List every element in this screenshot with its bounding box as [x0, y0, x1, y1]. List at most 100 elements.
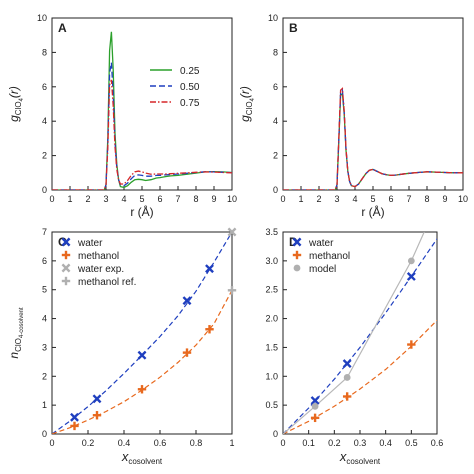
legend-label: water exp.: [77, 264, 124, 275]
legend-marker-b: [292, 237, 302, 247]
x-tick-label: 2: [316, 194, 321, 204]
y-tick-label: 2.5: [265, 285, 278, 295]
panel-letter: C: [58, 235, 67, 249]
fit-line-water: [52, 232, 232, 434]
legend-label: model: [309, 264, 336, 275]
data-point-water-b: [92, 394, 102, 404]
y-tick-label: 0: [42, 429, 47, 439]
data-point-water-b: [342, 359, 352, 369]
data-point-water-exp--b: [227, 227, 237, 237]
plot-frame: [282, 17, 464, 191]
legend-marker: [293, 264, 301, 272]
x-tick-label: 0.6: [154, 438, 167, 448]
x-tick-label: 0.4: [379, 438, 392, 448]
legend-label: methanol: [309, 251, 350, 262]
data-point-model: [343, 374, 351, 381]
x-tick-label: 0: [49, 194, 54, 204]
x-tick-label: 0: [280, 194, 285, 204]
data-point-water-b: [182, 296, 192, 306]
y-tick-label: 0: [273, 429, 278, 439]
panel-a: 0 1 2 3 4 5 6 7 8 9 10 0 2 4 6 8 10 Ar (Å) gClO4(r) 0.25 0.5…: [7, 13, 237, 219]
panel-b: 0 1 2 3 4 5 6 7 8 9 10 0 2 4 6 8 10 Br (Å) gClO4(r): [238, 13, 468, 219]
y-tick-label: 8: [42, 47, 47, 57]
legend: water methanol model: [292, 237, 350, 275]
x-tick-label: 4: [352, 194, 357, 204]
panel-d: 0 0.1 0.2 0.3 0.4 0.5 0.6 0 0.5 1.0 1.5 2.0 2.5 3.0 3.…: [265, 227, 443, 466]
x-tick-label: 0.4: [118, 438, 131, 448]
panel-letter: A: [58, 21, 67, 35]
y-axis-label: gClO4(r): [238, 86, 256, 122]
y-tick-label: 2: [42, 371, 47, 381]
y-tick-label: 6: [273, 82, 278, 92]
y-tick-label: 10: [37, 13, 47, 23]
series-line-0-25: [283, 92, 463, 190]
y-tick-label: 7: [42, 227, 47, 237]
y-axis-label: gClO4(r): [7, 86, 25, 122]
data-point-model: [407, 257, 415, 265]
y-tick-label: 2: [42, 151, 47, 161]
x-tick-label: 0.2: [82, 438, 95, 448]
legend-label: 0.75: [180, 98, 200, 109]
x-axis-label: xcosolvent: [339, 449, 381, 466]
x-tick-label: 4: [121, 194, 126, 204]
y-tick-label: 0: [273, 185, 278, 195]
x-axis-label: r (Å): [361, 204, 384, 219]
x-tick-label: 9: [211, 194, 216, 204]
plot-frame: [51, 231, 233, 435]
y-tick-label: 10: [268, 13, 278, 23]
fit-line-water: [283, 238, 437, 434]
x-tick-label: 3: [103, 194, 108, 204]
plot-area: [52, 31, 232, 190]
fit-line-methanol: [283, 319, 437, 434]
data-point-water-b: [205, 264, 214, 274]
y-tick-label: 1.0: [265, 371, 278, 381]
y-tick-label: 4: [273, 116, 278, 126]
y-axis-label: nClO4-cosolvent: [7, 307, 25, 358]
legend-label: 0.50: [180, 82, 200, 93]
data-point-model: [311, 402, 319, 410]
x-tick-label: 6: [157, 194, 162, 204]
series-line-0-50: [283, 88, 463, 190]
y-tick-label: 4: [42, 116, 47, 126]
x-axis-label: xcosolvent: [121, 449, 163, 466]
x-tick-label: 0.6: [431, 438, 444, 448]
series-line-0-25: [52, 31, 232, 190]
legend-label: methanol: [78, 251, 119, 262]
series-line-0-75: [52, 79, 232, 190]
legend-label: methanol ref.: [78, 277, 136, 288]
x-tick-label: 2: [85, 194, 90, 204]
x-tick-label: 0: [49, 438, 54, 448]
plot-area: [52, 232, 232, 434]
data-point-water-b: [137, 350, 147, 360]
y-tick-label: 0.5: [265, 400, 278, 410]
x-tick-label: 0.8: [190, 438, 203, 448]
y-tick-label: 3.0: [265, 256, 278, 266]
x-tick-label: 0: [280, 438, 285, 448]
y-tick-label: 4: [42, 314, 47, 324]
x-tick-label: 8: [193, 194, 198, 204]
plot-area: [283, 87, 463, 190]
x-tick-label: 6: [388, 194, 393, 204]
y-tick-label: 6: [42, 82, 47, 92]
x-tick-label: 0.3: [354, 438, 367, 448]
x-tick-label: 1: [67, 194, 72, 204]
y-tick-label: 8: [273, 47, 278, 57]
fit-line-methanol: [52, 290, 232, 434]
x-tick-label: 10: [458, 194, 468, 204]
y-tick-label: 1: [42, 400, 47, 410]
data-point-water-b: [310, 396, 320, 405]
data-point-water-b: [70, 412, 79, 422]
x-tick-label: 10: [227, 194, 237, 204]
data-point-water-b: [406, 271, 416, 281]
y-tick-label: 5: [42, 285, 47, 295]
legend-marker-b: [61, 237, 71, 247]
panel-letter: D: [289, 235, 298, 249]
x-tick-label: 3: [334, 194, 339, 204]
x-tick-label: 7: [175, 194, 180, 204]
y-tick-label: 6: [42, 256, 47, 266]
x-tick-label: 0.5: [405, 438, 418, 448]
x-tick-label: 5: [139, 194, 144, 204]
x-tick-label: 5: [370, 194, 375, 204]
